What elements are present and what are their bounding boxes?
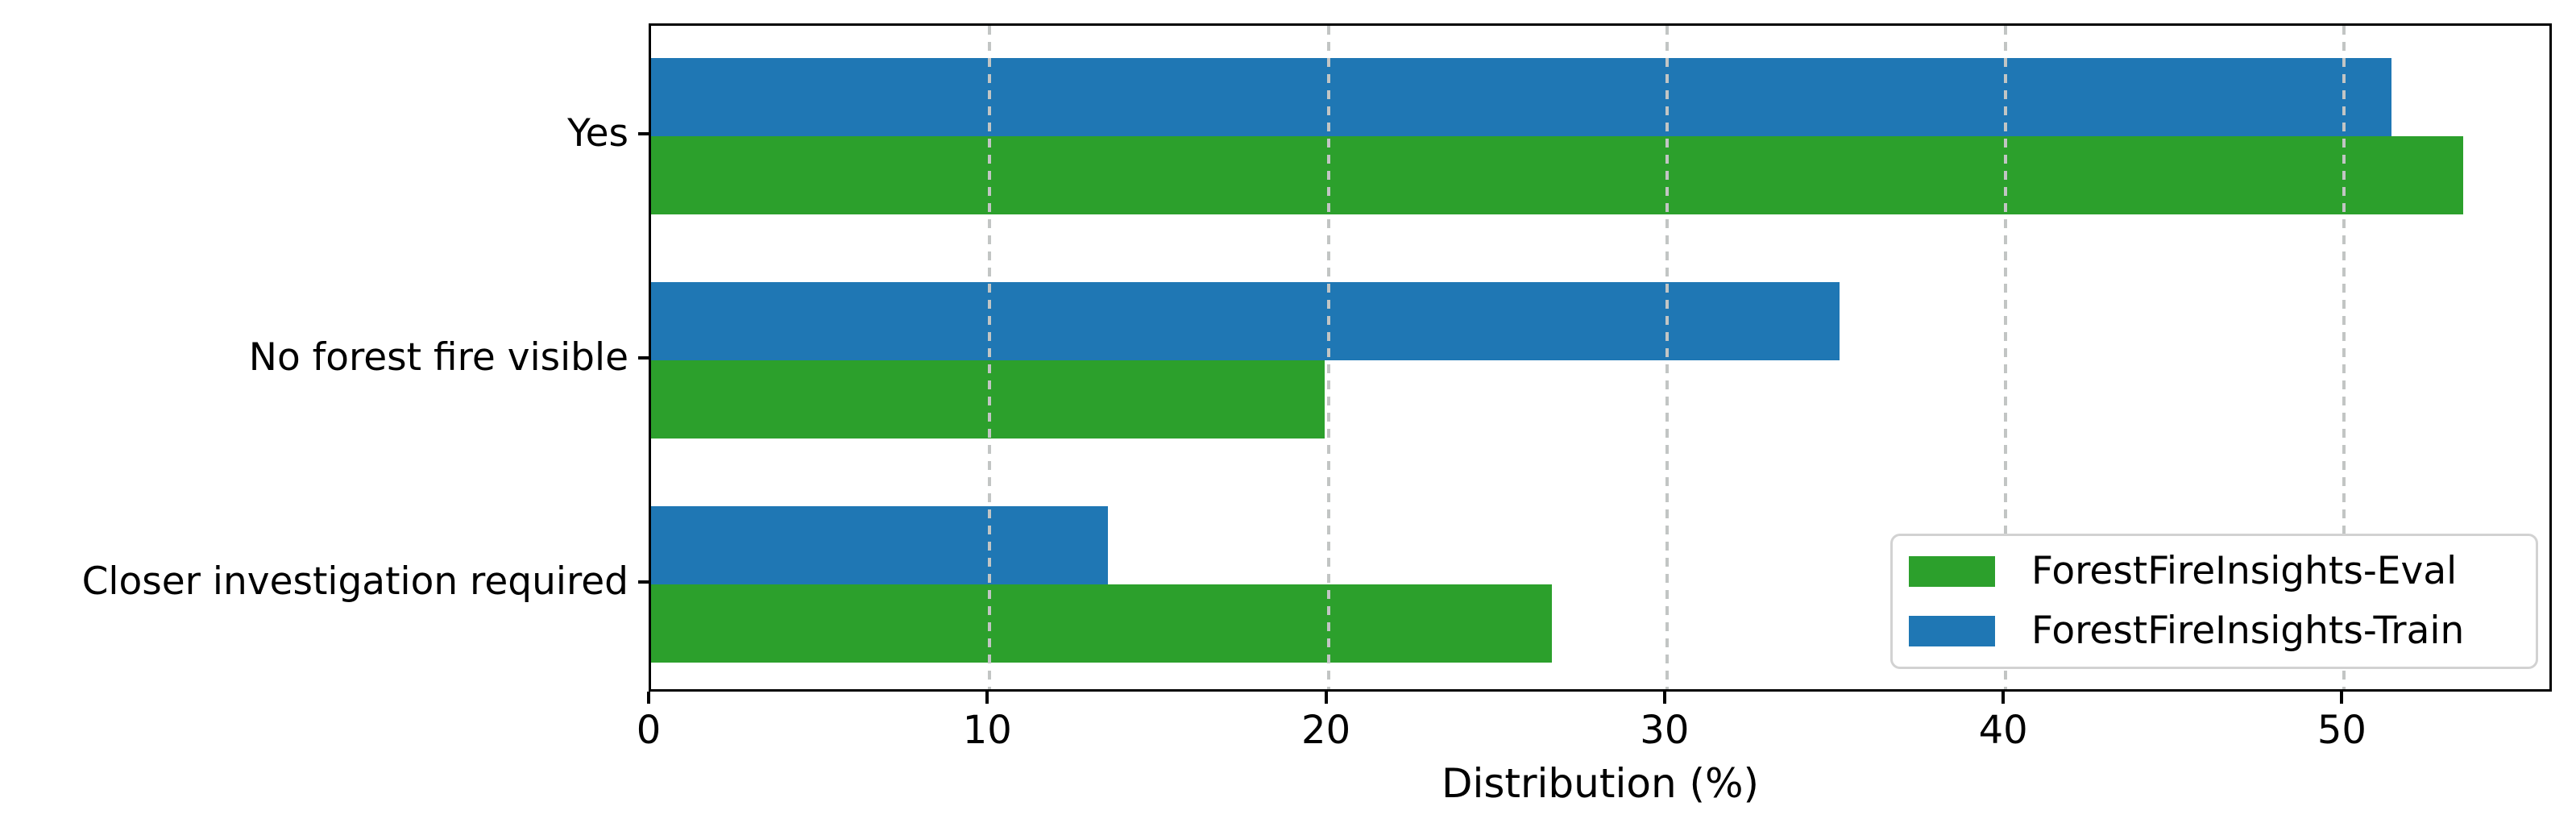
- bar-forestfireinsights-eval: [651, 136, 2463, 214]
- gridline-x-30: [1665, 26, 1669, 689]
- x-tick: [1324, 692, 1328, 704]
- x-tick: [647, 692, 650, 704]
- gridline-x-50: [2342, 26, 2346, 689]
- x-tick: [985, 692, 989, 704]
- y-category-label: Yes: [567, 111, 628, 156]
- gridlines-layer: [651, 26, 2549, 689]
- bar-forestfireinsights-train: [651, 282, 1840, 360]
- legend-label: ForestFireInsights-Eval: [2031, 549, 2458, 593]
- x-tick: [2340, 692, 2344, 704]
- x-tick-label: 50: [2317, 708, 2367, 753]
- legend: ForestFireInsights-Eval ForestFireInsight…: [1890, 534, 2538, 669]
- legend-row: ForestFireInsights-Train: [1909, 609, 2536, 654]
- x-tick: [2001, 692, 2006, 704]
- y-category-label: Closer investigation required: [81, 559, 628, 604]
- legend-label: ForestFireInsights-Train: [2031, 609, 2465, 653]
- y-category-label: No forest fire visible: [248, 335, 628, 380]
- x-tick-label: 0: [636, 708, 662, 753]
- x-axis-label: Distribution (%): [1441, 760, 1760, 807]
- x-tick-label: 40: [1978, 708, 2028, 753]
- bar-forestfireinsights-eval: [651, 360, 1325, 439]
- legend-row: ForestFireInsights-Eval: [1909, 549, 2536, 594]
- x-tick: [1662, 692, 1666, 704]
- x-tick-label: 10: [962, 708, 1012, 753]
- bar-forestfireinsights-train: [651, 506, 1109, 584]
- y-tick: [638, 356, 649, 360]
- bar-forestfireinsights-eval: [651, 584, 1552, 663]
- gridline-x-20: [1326, 26, 1330, 689]
- legend-swatch-icon: [1909, 556, 1995, 587]
- gridline-x-10: [988, 26, 992, 689]
- legend-swatch-icon: [1909, 616, 1995, 646]
- y-tick: [638, 132, 649, 135]
- x-tick-label: 30: [1640, 708, 1690, 753]
- x-tick-label: 20: [1301, 708, 1351, 753]
- plot-area: [649, 23, 2552, 692]
- bar-forestfireinsights-train: [651, 58, 2392, 136]
- gridline-x-40: [2004, 26, 2008, 689]
- y-tick: [638, 580, 649, 584]
